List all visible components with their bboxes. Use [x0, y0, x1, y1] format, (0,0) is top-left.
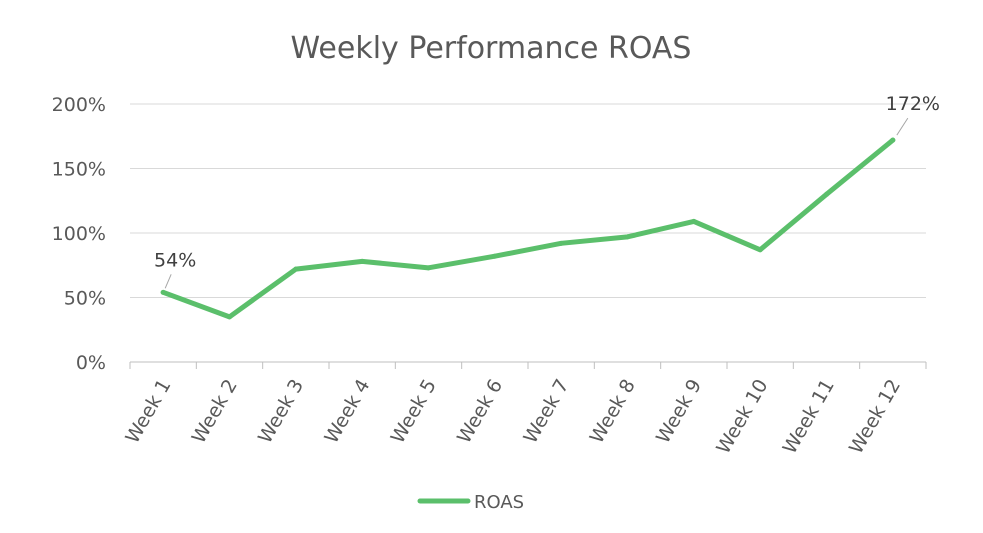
- data-label: 54%: [154, 249, 196, 271]
- series-line-roas: [160, 137, 896, 320]
- x-tick-label: Week 12: [845, 376, 905, 458]
- data-point: [293, 266, 299, 272]
- data-labels: 54% 172%: [154, 93, 940, 289]
- data-point: [625, 234, 630, 240]
- series-layer: [160, 137, 896, 320]
- x-tick-label: Week 11: [779, 376, 839, 458]
- data-point: [359, 258, 365, 264]
- y-tick-label: 100%: [52, 223, 106, 245]
- data-point: [691, 218, 697, 224]
- y-tick-label: 200%: [52, 94, 106, 116]
- data-label-leader: [896, 117, 909, 136]
- y-tick-label: 150%: [52, 159, 106, 181]
- x-axis: Week 1 Week 2 Week 3 Week 4 Week 5 Week 6 Week…: [121, 361, 927, 458]
- y-axis-ticks: 0% 50% 100% 150% 200%: [52, 94, 106, 374]
- data-point: [227, 314, 232, 320]
- data-label-leader: [164, 274, 172, 289]
- x-tick-label: Week 9: [652, 376, 706, 448]
- data-point: [558, 240, 564, 246]
- y-tick-label: 0%: [76, 352, 106, 374]
- data-point: [426, 265, 431, 271]
- legend: ROAS: [417, 492, 524, 513]
- chart-title: Weekly Performance ROAS: [291, 31, 692, 66]
- data-point: [492, 253, 498, 259]
- data-point: [160, 289, 166, 295]
- x-tick-label: Week 6: [453, 376, 507, 448]
- data-point: [757, 247, 763, 253]
- x-tick-label: Week 7: [519, 376, 573, 448]
- x-tick-label: Week 3: [254, 376, 308, 448]
- x-tick-label: Week 10: [712, 376, 772, 458]
- x-tick-label: Week 1: [121, 376, 175, 448]
- data-point: [890, 137, 896, 143]
- legend-label-roas: ROAS: [474, 492, 524, 513]
- gridlines: [130, 103, 926, 298]
- x-tick-label: Week 8: [586, 376, 640, 448]
- data-label: 172%: [886, 93, 940, 115]
- y-tick-label: 50%: [64, 288, 106, 310]
- x-tick-label: Week 5: [387, 376, 441, 448]
- data-point: [824, 191, 829, 197]
- x-tick-label: Week 2: [188, 376, 242, 448]
- x-tick-label: Week 4: [320, 376, 374, 448]
